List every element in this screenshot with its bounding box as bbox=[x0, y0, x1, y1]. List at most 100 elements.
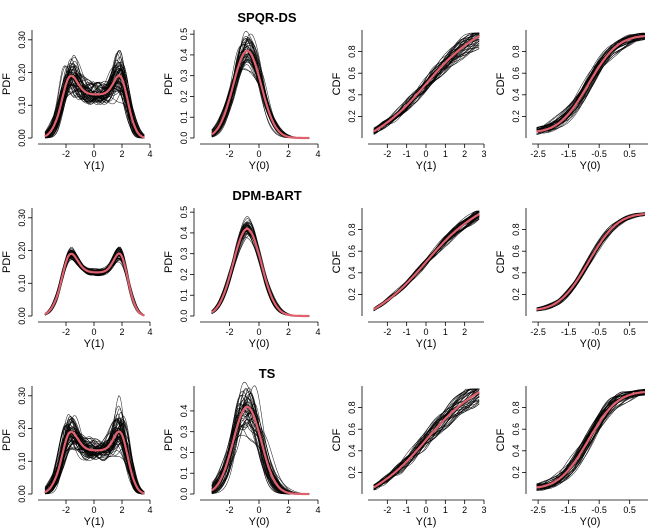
x-axis-label: Y(0) bbox=[249, 160, 270, 172]
x-tick-label: -2 bbox=[62, 149, 70, 159]
x-tick-label: 4 bbox=[147, 505, 152, 515]
y-tick-label: 0.5 bbox=[179, 28, 189, 41]
y-axis-label: CDF bbox=[331, 428, 343, 451]
draw-line bbox=[536, 392, 645, 488]
panel-y1-pdf-r2: 0.00 0.10 0.20 0.30 -2 0 2 4 Y(1) PDF bbox=[1, 208, 153, 350]
draw-line bbox=[211, 227, 310, 317]
y-tick-label: 0.8 bbox=[511, 401, 521, 414]
y-axis-label: CDF bbox=[331, 72, 343, 95]
truth-line bbox=[44, 252, 145, 317]
x-tick-label: 0 bbox=[423, 327, 428, 337]
panel-y1-pdf-r3: 0.00 0.10 0.20 0.30 -2 0 2 4 Y(1) PDF bbox=[1, 386, 153, 528]
draw-line bbox=[536, 33, 645, 131]
x-tick-label: -0.5 bbox=[591, 149, 607, 159]
y-axis-label: CDF bbox=[495, 72, 507, 95]
draw-line bbox=[536, 393, 645, 488]
y-tick-label: 0.1 bbox=[179, 289, 189, 302]
row-title-ts: TS bbox=[259, 366, 276, 381]
y-tick-label: 0.8 bbox=[347, 223, 357, 236]
draw-line bbox=[211, 230, 310, 317]
x-tick-label: -2 bbox=[225, 327, 233, 337]
draw-line bbox=[44, 254, 145, 316]
draw-line bbox=[211, 223, 310, 317]
x-tick-label: 4 bbox=[147, 149, 152, 159]
x-tick-label: 0 bbox=[91, 327, 96, 337]
y-axis-label: CDF bbox=[331, 250, 343, 273]
draw-line bbox=[373, 47, 480, 133]
panel-y1-cdf-r2: 0.2 0.4 0.6 0.8 -2 -1 0 1 2 Y(1) CDF bbox=[331, 208, 484, 350]
draw-line bbox=[211, 224, 310, 317]
y-tick-label: 0.00 bbox=[17, 129, 27, 147]
x-axis-label: Y(1) bbox=[416, 516, 437, 528]
y-tick-label: 0.3 bbox=[179, 425, 189, 438]
y-tick-label: 0.6 bbox=[511, 423, 521, 436]
draw-line bbox=[44, 72, 145, 138]
y-tick-label: 0.0 bbox=[179, 488, 189, 501]
x-axis-label: Y(1) bbox=[84, 160, 105, 172]
posterior-draws bbox=[211, 216, 310, 317]
panel-y0-cdf-r3: 0.2 0.4 0.6 0.8 -2.5 -1.5 -0.5 0.5 Y(0) CDF bbox=[495, 386, 648, 528]
draw-line bbox=[536, 393, 645, 488]
draw-line bbox=[211, 224, 310, 317]
x-tick-label: 2 bbox=[286, 505, 291, 515]
draw-line bbox=[211, 48, 310, 139]
draw-line bbox=[211, 232, 310, 317]
x-tick-label: 2 bbox=[462, 149, 467, 159]
x-tick-label: 2 bbox=[119, 505, 124, 515]
x-tick-label: 4 bbox=[315, 327, 320, 337]
x-tick-label: -2 bbox=[62, 327, 70, 337]
x-tick-label: -1.5 bbox=[561, 149, 577, 159]
x-tick-label: 4 bbox=[147, 327, 152, 337]
y-axis-label: PDF bbox=[1, 429, 13, 451]
draw-line bbox=[536, 212, 645, 311]
y-tick-label: 0.8 bbox=[511, 45, 521, 58]
x-tick-label: -1.5 bbox=[561, 505, 577, 515]
x-tick-label: 1 bbox=[443, 149, 448, 159]
x-tick-label: -2 bbox=[225, 505, 233, 515]
panel-y0-pdf-r2: 0.0 0.1 0.2 0.3 0.4 0.5 -2 0 2 4 Y(0) PDF bbox=[163, 206, 321, 350]
panel-y1-cdf-r1: 0.2 0.4 0.6 0.8 -2 -1 0 1 2 3 Y(1) CDF bbox=[331, 30, 487, 172]
y-tick-label: 0.4 bbox=[511, 267, 521, 280]
draw-line bbox=[211, 221, 310, 317]
panel-grid: 0.000.100.200.30-2 0 2 4Y(1)PDF0.00.10.20.3… bbox=[1, 28, 648, 528]
y-tick-label: 0.4 bbox=[511, 445, 521, 458]
draw-line bbox=[211, 227, 310, 317]
draw-line bbox=[44, 418, 145, 495]
x-tick-label: 2 bbox=[462, 505, 467, 515]
y-tick-label: 0.4 bbox=[511, 89, 521, 102]
draw-line bbox=[211, 228, 310, 317]
y-tick-label: 0.4 bbox=[347, 89, 357, 102]
draw-line bbox=[373, 388, 480, 487]
panel-y0-cdf-r1: 0.2 0.4 0.6 0.8 -2.5 -1.5 -0.5 0.5 Y(0) CDF bbox=[495, 30, 648, 172]
x-tick-label: 0 bbox=[423, 505, 428, 515]
y-axis-label: PDF bbox=[163, 73, 175, 95]
draw-line bbox=[536, 212, 645, 311]
x-tick-label: 2 bbox=[462, 327, 467, 337]
draw-line bbox=[536, 389, 645, 491]
y-tick-label: 0.8 bbox=[511, 223, 521, 236]
x-tick-label: -1 bbox=[403, 505, 411, 515]
draw-line bbox=[211, 224, 310, 317]
y-tick-label: 0.8 bbox=[347, 401, 357, 414]
x-tick-label: -2.5 bbox=[530, 327, 546, 337]
draw-line bbox=[536, 37, 645, 131]
draw-line bbox=[536, 34, 646, 131]
x-tick-label: -0.5 bbox=[591, 327, 607, 337]
truth-line bbox=[44, 74, 145, 139]
y-tick-label: 0.10 bbox=[17, 275, 27, 293]
x-axis-label: Y(1) bbox=[416, 160, 437, 172]
draw-line bbox=[211, 224, 310, 317]
draw-line bbox=[536, 392, 645, 488]
truth-line bbox=[373, 35, 480, 133]
y-tick-label: 0.20 bbox=[17, 242, 27, 260]
draw-line bbox=[211, 230, 310, 317]
y-tick-label: 0.1 bbox=[179, 467, 189, 480]
x-tick-label: 4 bbox=[315, 505, 320, 515]
y-tick-label: 0.30 bbox=[17, 31, 27, 49]
draw-line bbox=[211, 230, 310, 317]
draw-line bbox=[373, 32, 480, 134]
draw-line bbox=[44, 65, 145, 139]
draw-line bbox=[211, 231, 310, 317]
y-tick-label: 0.2 bbox=[511, 288, 521, 301]
x-tick-label: -2 bbox=[383, 149, 391, 159]
